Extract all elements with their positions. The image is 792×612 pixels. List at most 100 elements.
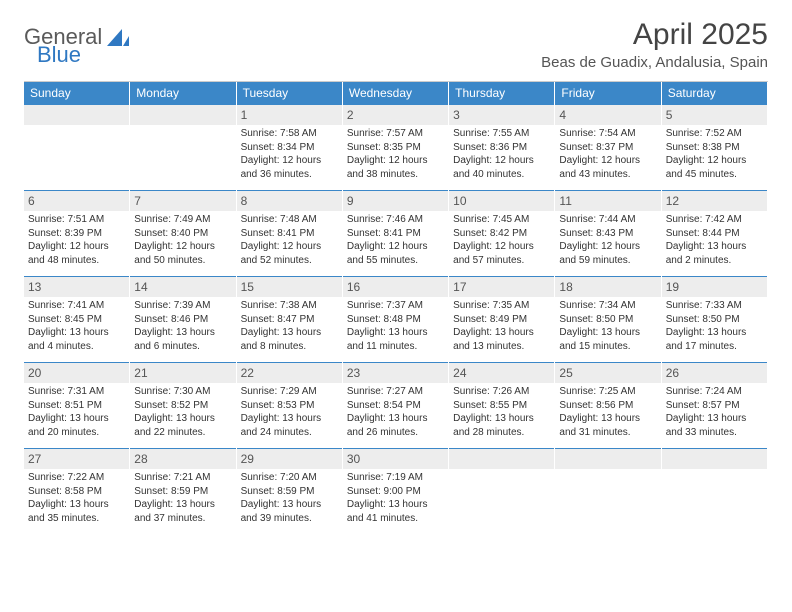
sunset-text: Sunset: 8:50 PM [666,313,763,327]
day-number: 17 [449,276,554,297]
day-number: 24 [449,362,554,383]
weekday-header: Tuesday [237,82,343,104]
calendar-cell: 24Sunrise: 7:26 AMSunset: 8:55 PMDayligh… [449,362,555,448]
dl1-text: Daylight: 12 hours [241,240,338,254]
dl1-text: Daylight: 13 hours [347,412,444,426]
day-number: 11 [555,190,660,211]
day-number: 30 [343,448,448,469]
sunset-text: Sunset: 8:40 PM [134,227,231,241]
dl1-text: Daylight: 13 hours [28,412,125,426]
calendar-cell: 22Sunrise: 7:29 AMSunset: 8:53 PMDayligh… [237,362,343,448]
dl1-text: Daylight: 13 hours [134,412,231,426]
weekday-header: Sunday [24,82,130,104]
day-number [555,448,660,469]
dl1-text: Daylight: 13 hours [241,498,338,512]
sunset-text: Sunset: 8:48 PM [347,313,444,327]
sunset-text: Sunset: 8:53 PM [241,399,338,413]
day-number: 16 [343,276,448,297]
dl1-text: Daylight: 12 hours [134,240,231,254]
sunrise-text: Sunrise: 7:37 AM [347,299,444,313]
brand-logo: General Blue [24,24,129,50]
calendar-cell: 27Sunrise: 7:22 AMSunset: 8:58 PMDayligh… [24,448,130,534]
dl1-text: Daylight: 13 hours [453,326,550,340]
day-number: 6 [24,190,129,211]
day-number: 4 [555,104,660,125]
calendar-cell: 10Sunrise: 7:45 AMSunset: 8:42 PMDayligh… [449,190,555,276]
sunrise-text: Sunrise: 7:55 AM [453,127,550,141]
day-number [662,448,767,469]
day-number: 20 [24,362,129,383]
day-number: 9 [343,190,448,211]
day-number [449,448,554,469]
calendar-cell: 19Sunrise: 7:33 AMSunset: 8:50 PMDayligh… [662,276,768,362]
dl2-text: and 13 minutes. [453,340,550,354]
day-number: 28 [130,448,235,469]
sunset-text: Sunset: 8:41 PM [347,227,444,241]
dl2-text: and 48 minutes. [28,254,125,268]
dl2-text: and 33 minutes. [666,426,763,440]
calendar-cell: 17Sunrise: 7:35 AMSunset: 8:49 PMDayligh… [449,276,555,362]
sunset-text: Sunset: 8:57 PM [666,399,763,413]
month-title: April 2025 [541,18,768,52]
dl1-text: Daylight: 12 hours [453,240,550,254]
calendar-cell: 18Sunrise: 7:34 AMSunset: 8:50 PMDayligh… [555,276,661,362]
dl1-text: Daylight: 13 hours [134,326,231,340]
sail-icon [107,27,129,47]
sunrise-text: Sunrise: 7:54 AM [559,127,656,141]
sunset-text: Sunset: 8:41 PM [241,227,338,241]
sunrise-text: Sunrise: 7:19 AM [347,471,444,485]
sunrise-text: Sunrise: 7:42 AM [666,213,763,227]
day-number: 2 [343,104,448,125]
sunset-text: Sunset: 8:46 PM [134,313,231,327]
sunrise-text: Sunrise: 7:51 AM [28,213,125,227]
dl1-text: Daylight: 13 hours [559,326,656,340]
dl2-text: and 50 minutes. [134,254,231,268]
sunrise-text: Sunrise: 7:57 AM [347,127,444,141]
sunrise-text: Sunrise: 7:58 AM [241,127,338,141]
day-number: 5 [662,104,767,125]
calendar-cell [24,104,130,190]
sunset-text: Sunset: 8:59 PM [241,485,338,499]
sunrise-text: Sunrise: 7:39 AM [134,299,231,313]
calendar-cell [449,448,555,534]
calendar-cell [662,448,768,534]
sunset-text: Sunset: 8:37 PM [559,141,656,155]
calendar-cell [130,104,236,190]
dl2-text: and 17 minutes. [666,340,763,354]
dl2-text: and 2 minutes. [666,254,763,268]
day-number: 7 [130,190,235,211]
day-number: 15 [237,276,342,297]
dl1-text: Daylight: 13 hours [241,326,338,340]
sunrise-text: Sunrise: 7:20 AM [241,471,338,485]
calendar-cell: 7Sunrise: 7:49 AMSunset: 8:40 PMDaylight… [130,190,236,276]
sunset-text: Sunset: 8:59 PM [134,485,231,499]
sunrise-text: Sunrise: 7:33 AM [666,299,763,313]
sunrise-text: Sunrise: 7:48 AM [241,213,338,227]
sunset-text: Sunset: 8:36 PM [453,141,550,155]
sunset-text: Sunset: 8:35 PM [347,141,444,155]
sunrise-text: Sunrise: 7:22 AM [28,471,125,485]
day-number: 21 [130,362,235,383]
dl2-text: and 40 minutes. [453,168,550,182]
calendar-cell: 6Sunrise: 7:51 AMSunset: 8:39 PMDaylight… [24,190,130,276]
dl1-text: Daylight: 13 hours [666,412,763,426]
dl2-text: and 57 minutes. [453,254,550,268]
sunset-text: Sunset: 8:50 PM [559,313,656,327]
header: General Blue April 2025 Beas de Guadix, … [24,18,768,71]
dl2-text: and 55 minutes. [347,254,444,268]
sunset-text: Sunset: 8:54 PM [347,399,444,413]
sunrise-text: Sunrise: 7:34 AM [559,299,656,313]
sunrise-text: Sunrise: 7:41 AM [28,299,125,313]
day-number: 27 [24,448,129,469]
dl2-text: and 59 minutes. [559,254,656,268]
sunset-text: Sunset: 9:00 PM [347,485,444,499]
dl2-text: and 26 minutes. [347,426,444,440]
calendar-cell: 20Sunrise: 7:31 AMSunset: 8:51 PMDayligh… [24,362,130,448]
calendar-cell: 15Sunrise: 7:38 AMSunset: 8:47 PMDayligh… [237,276,343,362]
dl1-text: Daylight: 12 hours [559,154,656,168]
dl2-text: and 35 minutes. [28,512,125,526]
calendar-cell: 5Sunrise: 7:52 AMSunset: 8:38 PMDaylight… [662,104,768,190]
dl2-text: and 45 minutes. [666,168,763,182]
sunrise-text: Sunrise: 7:52 AM [666,127,763,141]
location-text: Beas de Guadix, Andalusia, Spain [541,54,768,71]
